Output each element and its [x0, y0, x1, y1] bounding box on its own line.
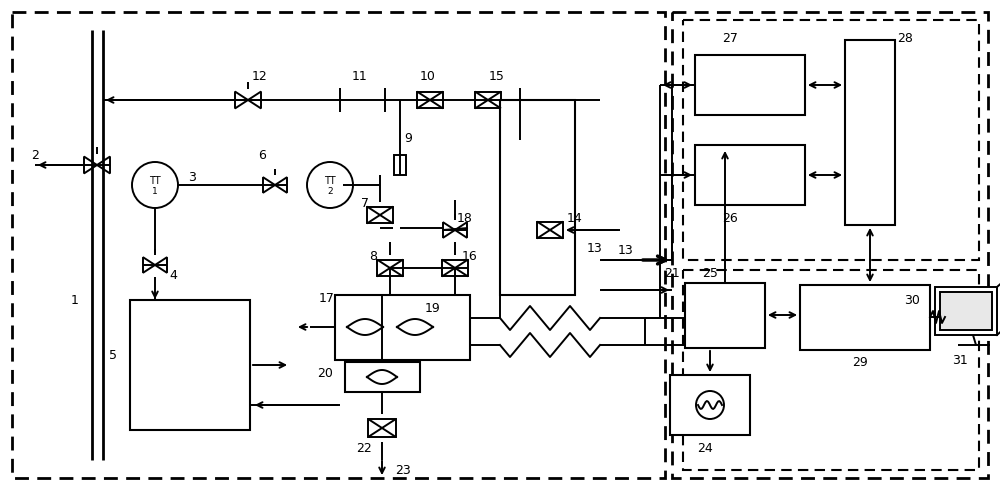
Text: 26: 26: [722, 212, 738, 224]
Text: 20: 20: [317, 367, 333, 379]
Text: 15: 15: [489, 71, 505, 83]
Text: 7: 7: [361, 196, 369, 210]
Polygon shape: [443, 222, 455, 238]
Bar: [345, 362, 420, 392]
Bar: [672, 12, 988, 478]
Bar: [695, 145, 805, 205]
Bar: [940, 292, 992, 330]
Text: 6: 6: [258, 148, 266, 162]
Bar: [537, 221, 563, 239]
Text: 16: 16: [462, 249, 478, 263]
Polygon shape: [143, 257, 155, 273]
Bar: [670, 375, 750, 435]
Text: 17: 17: [319, 292, 335, 304]
Text: TT: TT: [324, 176, 336, 186]
Text: TT: TT: [149, 176, 161, 186]
Bar: [800, 285, 930, 350]
Bar: [394, 155, 406, 175]
Text: 19: 19: [425, 301, 441, 315]
Polygon shape: [235, 92, 248, 108]
Bar: [12, 12, 665, 478]
Bar: [695, 55, 805, 115]
Bar: [368, 419, 396, 437]
Bar: [475, 92, 501, 108]
Text: 4: 4: [169, 269, 177, 281]
Text: 30: 30: [904, 294, 920, 307]
Polygon shape: [97, 156, 110, 173]
Polygon shape: [455, 222, 467, 238]
Polygon shape: [84, 156, 97, 173]
Text: 22: 22: [356, 441, 372, 455]
Text: 24: 24: [697, 441, 713, 455]
Text: 18: 18: [457, 212, 473, 224]
Text: 13: 13: [587, 242, 603, 254]
Bar: [130, 300, 250, 430]
Text: 8: 8: [369, 249, 377, 263]
Text: 23: 23: [395, 464, 411, 476]
Text: 25: 25: [702, 267, 718, 279]
Bar: [685, 283, 765, 348]
Text: 27: 27: [722, 31, 738, 45]
Bar: [417, 92, 443, 108]
Text: 1: 1: [71, 294, 79, 307]
Text: 31: 31: [952, 353, 968, 367]
Text: 28: 28: [897, 31, 913, 45]
Bar: [683, 270, 979, 470]
Bar: [367, 207, 393, 223]
Text: 29: 29: [852, 356, 868, 368]
Circle shape: [307, 162, 353, 208]
Bar: [845, 40, 895, 225]
Bar: [335, 295, 470, 360]
Text: 13: 13: [617, 244, 633, 256]
Text: 12: 12: [252, 71, 268, 83]
Text: 9: 9: [404, 131, 412, 145]
Text: 3: 3: [188, 171, 196, 183]
Text: 21: 21: [664, 267, 680, 279]
Polygon shape: [155, 257, 167, 273]
Polygon shape: [275, 177, 287, 193]
Text: 14: 14: [567, 212, 583, 224]
Text: 5: 5: [109, 348, 117, 362]
Bar: [683, 20, 979, 260]
Text: 2: 2: [327, 187, 333, 196]
Circle shape: [132, 162, 178, 208]
Bar: [935, 287, 997, 335]
Bar: [500, 100, 575, 295]
Polygon shape: [263, 177, 275, 193]
Text: 1: 1: [152, 187, 158, 196]
Text: 10: 10: [420, 71, 436, 83]
Bar: [442, 260, 468, 276]
Text: 2: 2: [31, 148, 39, 162]
Bar: [377, 260, 403, 276]
Text: 11: 11: [352, 71, 368, 83]
Polygon shape: [248, 92, 261, 108]
